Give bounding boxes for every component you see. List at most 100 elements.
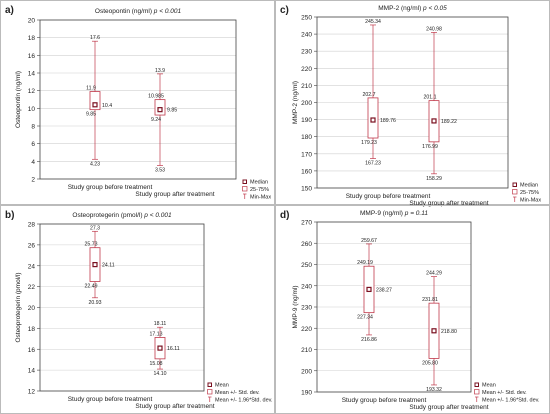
center-label: 24.11 [102, 263, 115, 269]
y-tick-label: 230 [301, 49, 312, 56]
y-tick-label: 200 [301, 100, 312, 107]
q3-label: 231.81 [422, 297, 438, 303]
chart-title: MMP-9 (ng/ml) p = 0.11 [360, 210, 428, 217]
title-main: Osteopontin (ng/ml) [95, 8, 154, 15]
y-tick-label: 6 [31, 141, 35, 148]
chart-title: MMP-2 (ng/ml) p < 0.05 [378, 5, 447, 12]
y-tick-label: 10 [28, 106, 36, 113]
panel-d: d) MMP-9 (ng/ml) p = 0.11 190 200 210 220 230 2… [275, 205, 550, 414]
center-marker [366, 286, 372, 293]
y-tick-label: 240 [301, 32, 312, 39]
y-tick-label: 210 [301, 347, 312, 354]
legend-item: 25-75% [250, 187, 269, 193]
y-axis-label: Osteopontin (ng/ml) [15, 71, 22, 128]
q1-label: 15.08 [150, 361, 163, 367]
q1-label: 227.34 [357, 315, 373, 321]
x-category-label: Study group before treatment [346, 193, 431, 200]
min-label: 20.93 [89, 300, 102, 306]
x-category-label: Study group after treatment [409, 200, 488, 207]
box-1: 27.3 25.73 24.11 22.49 20.93 [85, 225, 115, 305]
title-p-value: p = 0.11 [404, 210, 429, 217]
y-tick-label: 24 [28, 263, 36, 270]
x-category-label: Study group after treatment [409, 404, 488, 411]
y-tick-label: 210 [301, 83, 312, 90]
q1-label: 205.80 [422, 360, 438, 366]
center-marker [92, 262, 98, 268]
y-tick-label: 16 [28, 53, 36, 60]
min-label: 14.10 [154, 371, 167, 377]
legend-item: Mean +/- 1.96*Std. dev. [215, 398, 273, 404]
box-1: 245.34 202.7 189.76 179.23 167.23 [361, 19, 396, 167]
max-label: 259.67 [361, 238, 377, 244]
center-label: 16.11 [167, 346, 180, 352]
center-label: 189.22 [441, 119, 457, 125]
title-main: MMP-2 (ng/ml) [378, 5, 423, 12]
y-axis-label: MMP-2 (ng/ml) [292, 81, 299, 124]
panel-c: c) MMP-2 (ng/ml) p < 0.05 150 160 170 180 190 2… [275, 0, 550, 207]
min-label: 216.86 [361, 337, 377, 343]
y-tick-label: 220 [301, 66, 312, 73]
q1-label: 176.99 [422, 144, 438, 150]
plot-frame [39, 19, 237, 180]
max-label: 13.9 [155, 68, 165, 74]
title-p-value: p < 0.05 [422, 5, 447, 12]
legend-item: Min-Max [250, 195, 271, 201]
center-label: 10.4 [102, 103, 112, 109]
y-tick-label: 16 [28, 347, 36, 354]
chart-title: Osteopontin (ng/ml) p < 0.001 [95, 8, 182, 15]
x-category-label: Study group after treatment [135, 191, 214, 198]
x-category-label: Study group before treatment [342, 397, 427, 404]
legend-item: Min-Max [520, 198, 541, 204]
legend-marker-icon [207, 382, 212, 387]
title-p-value: p < 0.001 [153, 8, 182, 15]
x-category-label: Study group before treatment [68, 396, 153, 403]
y-axis-label: Osteoprotegerin (pmol/l) [15, 272, 22, 342]
q3-label: 202.7 [363, 92, 376, 98]
legend-item: Mean +/- Std. dev. [482, 390, 527, 396]
legend-marker-icon [242, 179, 247, 184]
y-tick-label: 12 [28, 389, 36, 396]
panel-b: b) Osteoprotegerin (pmol/l) p < 0.001 12 14… [0, 205, 275, 414]
box-2: 240.98 201.1 189.22 176.99 158.29 [422, 26, 457, 181]
x-category-label: Study group before treatment [68, 184, 153, 191]
q1-label: 22.49 [85, 284, 98, 290]
y-tick-label: 18 [28, 35, 36, 42]
max-label: 17.6 [90, 35, 100, 41]
y-tick-label: 150 [301, 186, 312, 193]
center-label: 218.80 [441, 329, 457, 335]
y-tick-label: 2 [31, 177, 35, 184]
center-marker [157, 107, 163, 113]
legend-item: Mean [482, 383, 496, 389]
max-label: 240.98 [426, 26, 442, 32]
box-1: 259.67 249.19 238.27 227.34 216.86 [357, 238, 392, 343]
y-tick-label: 8 [31, 124, 35, 131]
panel-a: a) Osteopontin (ng/ml) p < 0.001 2 4 6 8 10 12 1… [0, 0, 275, 205]
center-marker [431, 328, 437, 334]
max-label: 18.11 [154, 321, 167, 327]
y-tick-label: 190 [301, 390, 312, 397]
legend-box-icon [242, 186, 248, 192]
title-main: Osteoprotegerin (pmol/l) [72, 212, 144, 219]
q1-label: 9.85 [86, 112, 96, 118]
box-rect [89, 91, 101, 111]
legend-item: Median [520, 183, 538, 189]
panel-border [0, 0, 275, 205]
box-2: 13.9 10.985 9.85 9.24 3.53 [148, 68, 177, 174]
y-tick-label: 12 [28, 88, 36, 95]
box-2: 244.29 231.81 218.80 205.80 193.32 [422, 271, 457, 393]
y-tick-label: 220 [301, 326, 312, 333]
legend-box-icon [512, 189, 518, 195]
y-tick-label: 160 [301, 168, 312, 175]
q3-label: 201.1 [424, 95, 437, 101]
min-label: 4.23 [90, 161, 100, 167]
y-tick-label: 22 [28, 284, 36, 291]
y-tick-label: 270 [301, 220, 312, 227]
y-tick-label: 200 [301, 368, 312, 375]
y-tick-label: 170 [301, 151, 312, 158]
legend-marker-icon [512, 182, 517, 187]
legend-item: Median [250, 180, 268, 186]
legend-box-icon [474, 389, 480, 395]
y-tick-label: 4 [31, 159, 35, 166]
